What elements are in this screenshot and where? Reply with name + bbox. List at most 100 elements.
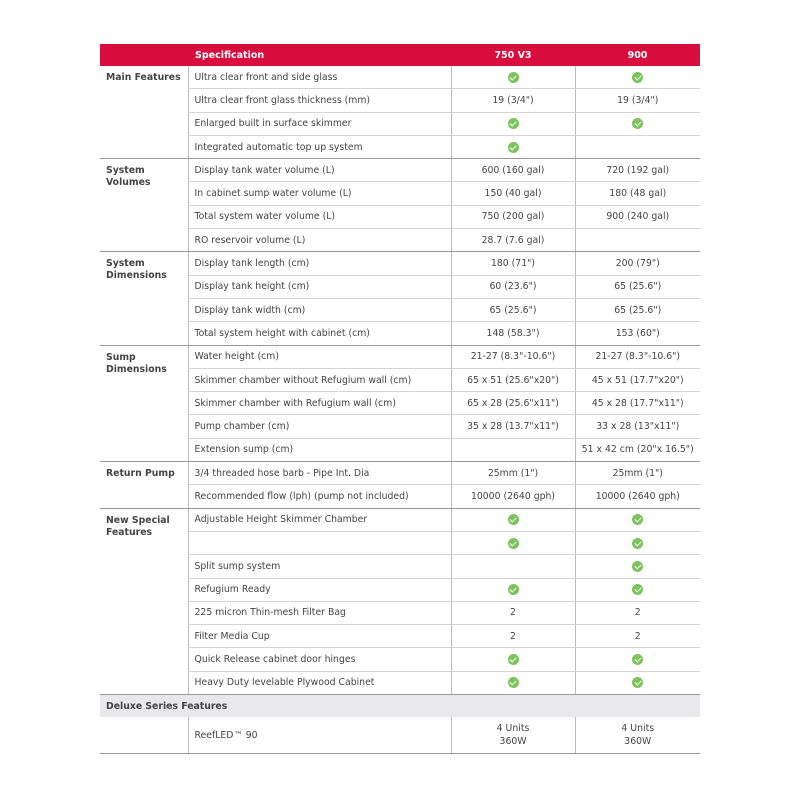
- check-icon: [507, 71, 519, 83]
- value-750v3: 4 Units 360W: [450, 717, 575, 755]
- value-750v3: 60 (23.6"): [450, 275, 575, 299]
- value-900: [574, 66, 700, 90]
- spec-label: 225 micron Thin-mesh Filter Bag: [187, 601, 451, 626]
- value-750v3: [450, 508, 575, 532]
- table-row: Total system height with cabinet (cm) 148…: [100, 321, 700, 346]
- spec-label: Refugium Ready: [187, 578, 451, 602]
- check-icon: [507, 584, 519, 596]
- value-900: 10000 (2640 gph): [574, 484, 700, 509]
- spec-label: Water height (cm): [187, 345, 451, 369]
- value-750v3: [450, 112, 575, 136]
- value-750v3: 148 (58.3"): [450, 321, 575, 346]
- value-900: [574, 647, 700, 672]
- table-row: Enlarged built in surface skimmer: [100, 112, 700, 136]
- spec-label: Filter Media Cup: [187, 624, 451, 649]
- check-icon: [507, 514, 519, 526]
- value-750v3: [450, 531, 575, 556]
- category-label: System Volumes: [100, 158, 188, 253]
- value-line: 4 Units: [621, 723, 655, 735]
- spec-label: Quick Release cabinet door hinges: [187, 647, 451, 672]
- value-line: 360W: [499, 736, 527, 748]
- table-row: Skimmer chamber without Refugium wall (c…: [100, 368, 700, 393]
- deluxe-title: Deluxe Series Features: [100, 694, 700, 718]
- table-row: RO reservoir volume (L) 28.7 (7.6 gal): [100, 228, 700, 253]
- check-icon: [632, 677, 644, 689]
- spec-label: Display tank water volume (L): [187, 158, 451, 183]
- table-row: Filter Media Cup 2 2: [100, 624, 700, 649]
- spec-table: Specification 750 V3 900 Main Features Ul…: [100, 44, 700, 755]
- spec-label: In cabinet sump water volume (L): [187, 181, 451, 206]
- value-750v3: 2: [450, 624, 575, 649]
- spec-label: Heavy Duty levelable Plywood Cabinet: [187, 671, 451, 696]
- spec-label: Display tank width (cm): [187, 298, 451, 323]
- value-900: 45 x 51 (17.7"x20"): [574, 368, 700, 393]
- table-row: Extension sump (cm) 51 x 42 cm (20"x 16.5…: [100, 438, 700, 463]
- header-specification: Specification: [188, 44, 451, 66]
- table-row: Display tank width (cm) 65 (25.6") 65 (25.…: [100, 298, 700, 323]
- value-750v3: 65 x 28 (25.6"x11"): [450, 391, 575, 416]
- check-icon: [507, 537, 519, 549]
- value-750v3: 35 x 28 (13.7"x11"): [450, 414, 575, 439]
- value-900: 2: [574, 624, 700, 649]
- spec-label: RO reservoir volume (L): [187, 228, 451, 253]
- value-750v3: [450, 66, 575, 90]
- deluxe-section-header: Deluxe Series Features: [100, 694, 700, 718]
- table-row: Recommended flow (lph) (pump not include…: [100, 484, 700, 509]
- table-row: Refugium Ready: [100, 578, 700, 602]
- value-750v3: 10000 (2640 gph): [450, 484, 575, 509]
- spec-label: Display tank height (cm): [187, 275, 451, 299]
- header-model-900: 900: [575, 44, 700, 66]
- value-900: 153 (60"): [574, 321, 700, 346]
- check-icon: [507, 654, 519, 666]
- value-900: 4 Units 360W: [574, 717, 700, 755]
- header-empty: [100, 44, 188, 66]
- spec-label: Recommended flow (lph) (pump not include…: [187, 484, 451, 509]
- table-row: Sump Dimensions Water height (cm) 21-27 (8…: [100, 345, 700, 463]
- check-icon: [507, 118, 519, 130]
- header-model-750v3: 750 V3: [451, 44, 575, 66]
- category-label: Main Features: [100, 66, 188, 160]
- spec-label: 3/4 threaded hose barb - Pipe Int. Dia: [187, 461, 451, 486]
- value-750v3: 19 (3/4"): [450, 88, 575, 113]
- category-label: Return Pump: [100, 461, 188, 509]
- table-row: System Dimensions Display tank length (cm…: [100, 251, 700, 346]
- table-row: [100, 531, 700, 556]
- value-900: [574, 135, 700, 160]
- category-label: Sump Dimensions: [100, 345, 188, 463]
- value-750v3: [450, 647, 575, 672]
- check-icon: [632, 514, 644, 526]
- value-900: [574, 228, 700, 253]
- table-row: New Special Features Adjustable Height Sk…: [100, 508, 700, 696]
- value-750v3: [450, 671, 575, 696]
- value-750v3: 150 (40 gal): [450, 181, 575, 206]
- value-750v3: 65 x 51 (25.6"x20"): [450, 368, 575, 393]
- category-label: New Special Features: [100, 508, 188, 696]
- value-900: [574, 578, 700, 602]
- value-900: 720 (192 gal): [574, 158, 700, 183]
- value-750v3: 750 (200 gal): [450, 205, 575, 230]
- value-900: 65 (25.6"): [574, 298, 700, 323]
- spec-label: Total system water volume (L): [187, 205, 451, 230]
- table-row: Integrated automatic top up system: [100, 135, 700, 160]
- spec-label: Display tank length (cm): [187, 251, 451, 276]
- value-900: 2: [574, 601, 700, 626]
- value-900: 19 (3/4"): [574, 88, 700, 113]
- table-row: Pump chamber (cm) 35 x 28 (13.7"x11") 33 x…: [100, 414, 700, 439]
- value-750v3: 600 (160 gal): [450, 158, 575, 183]
- spec-label: Ultra clear front and side glass: [187, 66, 451, 90]
- spec-label: Skimmer chamber with Refugium wall (cm): [187, 391, 451, 416]
- value-900: 900 (240 gal): [574, 205, 700, 230]
- check-icon: [507, 677, 519, 689]
- value-900: [574, 671, 700, 696]
- table-row: Split sump system: [100, 554, 700, 579]
- value-750v3: [450, 578, 575, 602]
- value-line: 4 Units: [496, 723, 530, 735]
- table-row: Total system water volume (L) 750 (200 ga…: [100, 205, 700, 230]
- value-750v3: [450, 135, 575, 160]
- table-row: Quick Release cabinet door hinges: [100, 647, 700, 672]
- spec-label: Ultra clear front glass thickness (mm): [187, 88, 451, 113]
- category-empty: [100, 717, 188, 755]
- table-row: In cabinet sump water volume (L) 150 (40 …: [100, 181, 700, 206]
- table-header: Specification 750 V3 900: [100, 44, 700, 66]
- spec-label: Extension sump (cm): [187, 438, 451, 463]
